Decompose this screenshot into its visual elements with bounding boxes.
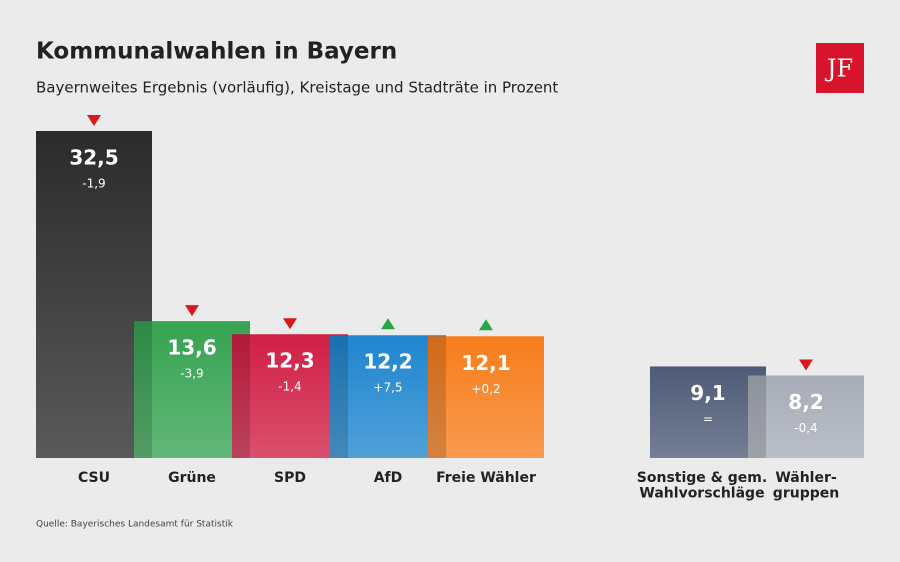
value-label: 12,3 [265, 349, 314, 373]
change-arrow [283, 318, 297, 330]
bar-shine [134, 321, 250, 458]
change-label: +0,2 [471, 382, 500, 396]
change-arrow [185, 305, 199, 317]
x-tick-label: Freie Wähler [436, 470, 536, 486]
change-arrow [799, 359, 813, 371]
source: Quelle: Bayerisches Landesamt für Statis… [36, 520, 234, 530]
chart-subtitle: Bayernweites Ergebnis (vorläufig), Kreis… [36, 79, 558, 97]
bar-overlap [134, 321, 152, 458]
change-label: -0,4 [794, 421, 817, 435]
value-label: 32,5 [69, 146, 118, 170]
x-tick-label: SPD [274, 470, 306, 486]
change-label: -1,9 [82, 177, 105, 191]
bar-overlap [232, 334, 250, 458]
x-tick-label: CSU [78, 470, 110, 486]
bar-shine [428, 336, 544, 458]
x-tick-label: Grüne [168, 470, 216, 486]
value-label: 13,6 [167, 336, 216, 360]
value-label: 8,2 [788, 390, 823, 414]
x-tick-label: AfD [374, 470, 403, 486]
change-arrow [381, 318, 395, 330]
change-label: -3,9 [180, 367, 203, 381]
bar-overlap [330, 335, 348, 458]
value-label: 12,2 [363, 350, 412, 374]
change-label: = [703, 412, 713, 426]
bar-shine [748, 375, 864, 458]
value-label: 9,1 [690, 381, 725, 405]
bar-overlap [428, 336, 446, 458]
change-arrow [479, 319, 493, 331]
x-tick-label: Sonstige & gem. Wahlvorschläge [637, 470, 767, 501]
logo-box [816, 43, 864, 93]
chart-title: Kommunalwahlen in Bayern [36, 39, 397, 65]
change-label: +7,5 [373, 381, 402, 395]
bar-shine [650, 366, 766, 458]
change-label: -1,4 [278, 380, 301, 394]
bar-overlap [748, 375, 766, 458]
bar-shine [36, 131, 152, 458]
bar-shine [232, 334, 348, 458]
bar-shine [330, 335, 446, 458]
x-tick-label: Wähler-gruppen [773, 470, 839, 501]
change-arrow [87, 115, 101, 126]
value-label: 12,1 [461, 351, 510, 375]
logo: JF [824, 55, 853, 83]
